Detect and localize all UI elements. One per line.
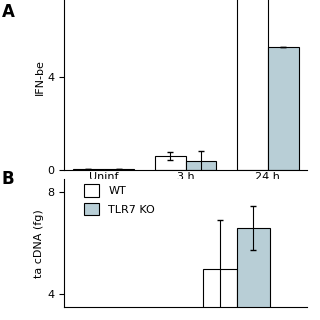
Y-axis label: ta cDNA (fg): ta cDNA (fg): [34, 209, 44, 277]
Bar: [268, 47, 299, 170]
Legend: WT, TLR7 KO: WT, TLR7 KO: [82, 182, 157, 218]
Bar: [104, 169, 134, 170]
Bar: [73, 169, 104, 170]
Text: $\it{C.\ muridarum}$: $\it{C.\ muridarum}$: [188, 211, 268, 222]
Bar: [203, 269, 236, 320]
Bar: [237, 0, 268, 170]
Bar: [236, 228, 270, 320]
Bar: [155, 156, 186, 170]
Bar: [186, 162, 217, 170]
Text: A: A: [2, 3, 14, 21]
Text: B: B: [2, 170, 14, 188]
Y-axis label: IFN-be: IFN-be: [34, 59, 44, 95]
